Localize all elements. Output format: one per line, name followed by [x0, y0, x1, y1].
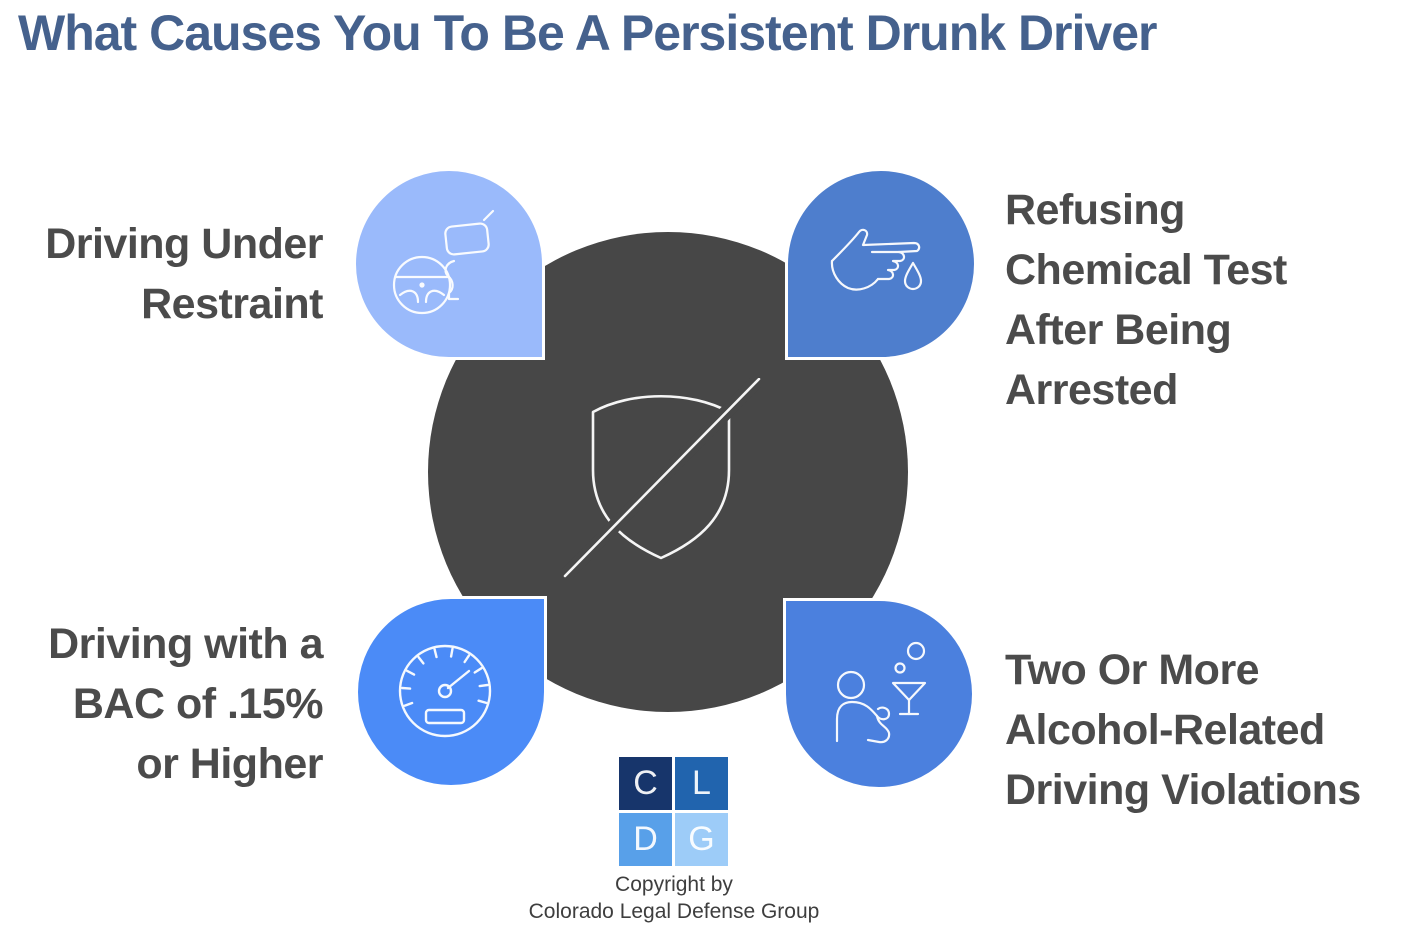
copyright-footer: Copyright by Colorado Legal Defense Grou…	[474, 871, 874, 925]
logo-square-g: G	[675, 813, 728, 866]
cause-bubble-high-bac	[355, 596, 547, 788]
copyright-line: Copyright by	[615, 873, 733, 896]
cause-bubble-driving-under-restraint	[353, 168, 545, 360]
cause-label-refusing-chemical-test: Refusing Chemical Test After Being Arres…	[1005, 186, 1287, 414]
logo-square-d: D	[619, 813, 672, 866]
cause-bubble-refusing-chemical-test	[785, 168, 977, 360]
steering-wheel-mirror-icon	[392, 209, 495, 315]
cldg-logo: C L D G	[619, 757, 728, 866]
copyright-owner: Colorado Legal Defense Group	[528, 900, 820, 923]
cause-label-high-bac: Driving with a BAC of .15% or Higher	[48, 620, 323, 788]
cause-label-repeat-violations: Two Or More Alcohol-Related Driving Viol…	[1005, 646, 1361, 814]
page-title: What Causes You To Be A Persistent Drunk…	[18, 5, 1157, 61]
person-drink-icon	[835, 641, 927, 744]
speedometer-icon	[398, 644, 492, 738]
logo-square-c: C	[619, 757, 672, 810]
cause-bubble-repeat-violations	[783, 598, 975, 790]
pointing-hand-test-drop-icon	[830, 228, 923, 291]
no-shield-icon	[561, 378, 761, 578]
cause-label-driving-under-restraint: Driving Under Restraint	[45, 220, 323, 328]
logo-square-l: L	[675, 757, 728, 810]
